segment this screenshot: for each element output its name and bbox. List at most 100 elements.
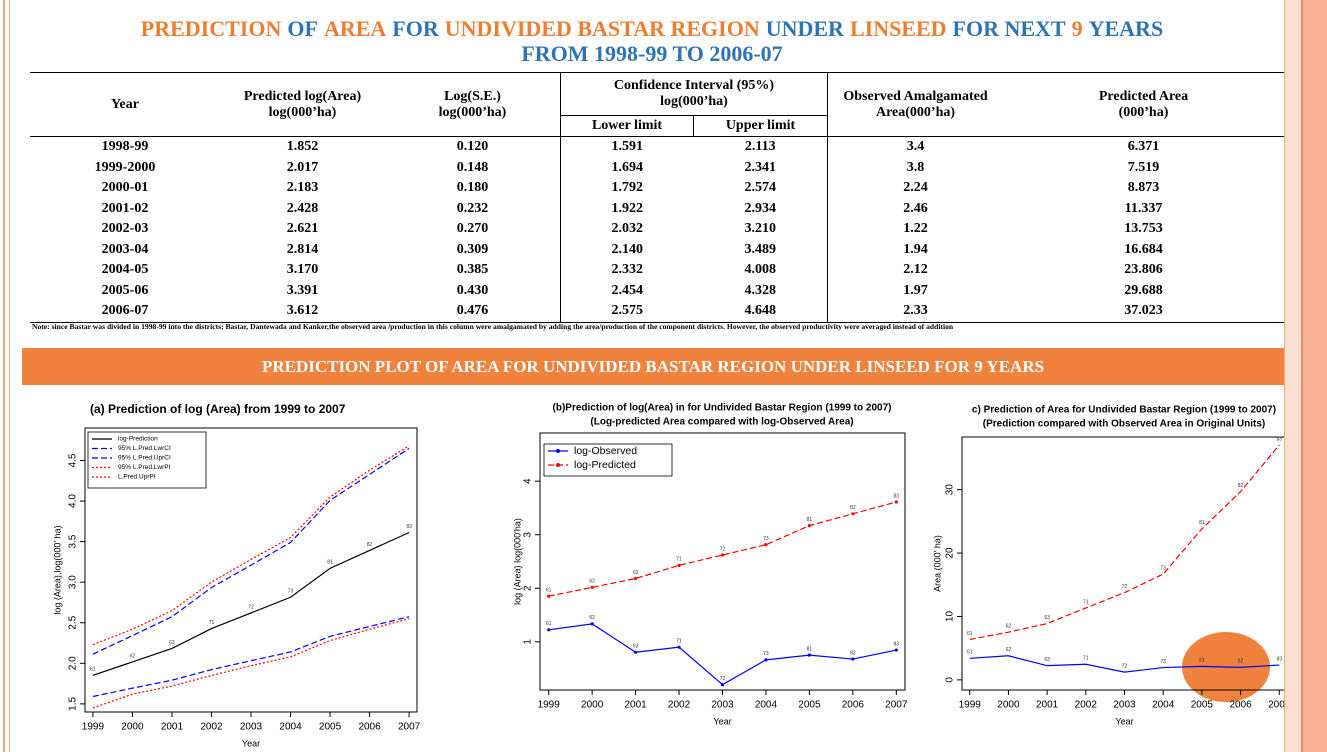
- table-cell: 3.489: [744, 241, 777, 257]
- table-cell: 2.46: [827, 198, 1003, 219]
- y-tick-label: 3.0: [68, 575, 79, 589]
- point-label: 82: [850, 505, 856, 511]
- point-label: 63: [633, 570, 639, 576]
- chart-subtitle: (Prediction compared with Observed Area …: [983, 419, 1265, 430]
- title: PREDICTION OF AREA FOR UNDIVIDED BASTAR REGI…: [20, 16, 1284, 66]
- series-line: [92, 447, 410, 655]
- table-cell: 1.694: [560, 157, 694, 178]
- point: [851, 657, 855, 661]
- table-row: 2000-01 2.183 0.180 1.792 2.574 2.24 8.873: [30, 178, 1284, 199]
- header-cell: Log(S.E.) log(000’ha): [438, 88, 507, 120]
- point-label: 63: [1044, 657, 1050, 663]
- title-line: PREDICTION OF AREA FOR UNDIVIDED BASTAR REGI…: [20, 16, 1284, 41]
- table-cell: 2004-05: [101, 262, 149, 278]
- y-axis-label: Area (000' ha): [932, 535, 942, 592]
- point-label: 81: [807, 646, 813, 652]
- table-cell: 2.032: [560, 219, 694, 240]
- series-line: [969, 444, 1280, 641]
- table-row: 1998-99 1.852 0.120 1.591 2.113 3.4 6.371: [30, 136, 1284, 158]
- point-label: 83: [1276, 436, 1282, 442]
- point-label: 71: [676, 557, 682, 563]
- title-segment: AREA: [323, 16, 387, 41]
- point: [807, 524, 812, 528]
- y-tick-label: 2.0: [68, 656, 79, 670]
- point: [633, 576, 638, 581]
- table-cell: 13.753: [1124, 221, 1163, 237]
- legend-label: log-Observed: [574, 445, 637, 457]
- table-cell: 4.648: [744, 303, 777, 319]
- x-tick-label: 2003: [711, 700, 734, 711]
- y-tick-label: 3.5: [68, 534, 79, 548]
- title-segment: UNDER: [765, 16, 844, 41]
- y-tick-label: 1: [523, 639, 534, 645]
- table-cell: 2001-02: [101, 200, 149, 216]
- x-tick-label: 1999: [959, 700, 982, 711]
- x-tick-label: 2004: [279, 722, 302, 733]
- point-label: 61: [90, 667, 96, 673]
- table-cell: 37.023: [1124, 303, 1163, 319]
- x-tick-label: 2004: [1152, 700, 1175, 711]
- table-cell: 1.591: [560, 136, 694, 158]
- point: [720, 683, 725, 687]
- table-cell: 2.621: [286, 221, 319, 237]
- legend-marker: [556, 449, 560, 453]
- y-tick-label: 1.5: [68, 696, 79, 710]
- table-cell: 2.341: [744, 159, 777, 175]
- table-cell: 1999-2000: [94, 159, 156, 175]
- table-cell: 2.140: [560, 239, 694, 260]
- point: [590, 585, 594, 589]
- x-axis-label: Year: [242, 738, 260, 748]
- header-cell: Confidence Interval (95%) log(000’ha): [560, 72, 828, 116]
- table-row: 1999-2000 2.017 0.148 1.694 2.341 3.8 7.519: [30, 157, 1284, 178]
- table-cell: 2.428: [286, 200, 319, 216]
- table-body: 1998-99 1.852 0.120 1.591 2.113 3.4 6.371 1999-…: [30, 136, 1284, 322]
- x-tick-label: 2002: [200, 722, 223, 733]
- table-cell: 2005-06: [101, 282, 149, 298]
- point-label: 72: [1122, 663, 1128, 669]
- point: [547, 594, 551, 598]
- note: Note: since Bastar was divided in 1998-9…: [32, 322, 954, 331]
- table-cell: 29.688: [1124, 282, 1163, 298]
- point-label: 73: [288, 589, 294, 595]
- point: [894, 500, 898, 504]
- table-cell: 2.017: [286, 159, 319, 175]
- y-tick-label: 10: [945, 610, 956, 622]
- table-cell: 3.8: [827, 157, 1003, 178]
- x-axis-label: Year: [713, 716, 731, 726]
- y-tick-label: 20: [945, 547, 956, 559]
- series-line: [92, 531, 410, 676]
- x-tick-label: 2000: [997, 700, 1020, 711]
- table-row: 2001-02 2.428 0.232 1.922 2.934 2.46 11.337: [30, 198, 1284, 219]
- table-cell: 2.24: [827, 178, 1003, 199]
- table-cell: 3.391: [286, 282, 319, 298]
- table-row: 2005-06 3.391 0.430 2.454 4.328 1.97 29.688: [30, 280, 1284, 301]
- chart-subtitle: (Log-predicted Area compared with log-Ob…: [590, 417, 853, 428]
- point: [807, 653, 812, 657]
- table-cell: 6.371: [1127, 139, 1160, 155]
- table-cell: 2003-04: [101, 241, 149, 257]
- x-tick-label: 2006: [1229, 700, 1252, 711]
- frame: [1301, 0, 1327, 752]
- point-label: 72: [1122, 584, 1128, 590]
- table-cell: 2.183: [286, 180, 319, 196]
- point-label: 82: [1238, 659, 1244, 665]
- point-label: 73: [1160, 659, 1166, 665]
- table-cell: 11.337: [1124, 200, 1163, 216]
- table-cell: 0.232: [456, 200, 489, 216]
- point-label: 82: [367, 542, 373, 548]
- table-row: 2003-04 2.814 0.309 2.140 3.489 1.94 16.684: [30, 239, 1284, 260]
- point-label: 81: [1199, 658, 1205, 664]
- table-cell: 2006-07: [101, 303, 149, 319]
- table-cell: 1.922: [560, 198, 694, 219]
- series-line: [92, 616, 410, 698]
- table-cell: 2000-01: [101, 180, 149, 196]
- table-cell: 2002-03: [101, 221, 149, 237]
- title-segment: PREDICTION: [140, 16, 282, 41]
- x-tick-label: 2000: [121, 722, 144, 733]
- table-cell: 0.385: [456, 262, 489, 278]
- point-label: 71: [1083, 656, 1089, 662]
- point-label: 63: [1044, 615, 1050, 621]
- table-cell: 2.113: [744, 139, 776, 155]
- point-label: 71: [676, 638, 682, 644]
- table-cell: 3.170: [286, 262, 319, 278]
